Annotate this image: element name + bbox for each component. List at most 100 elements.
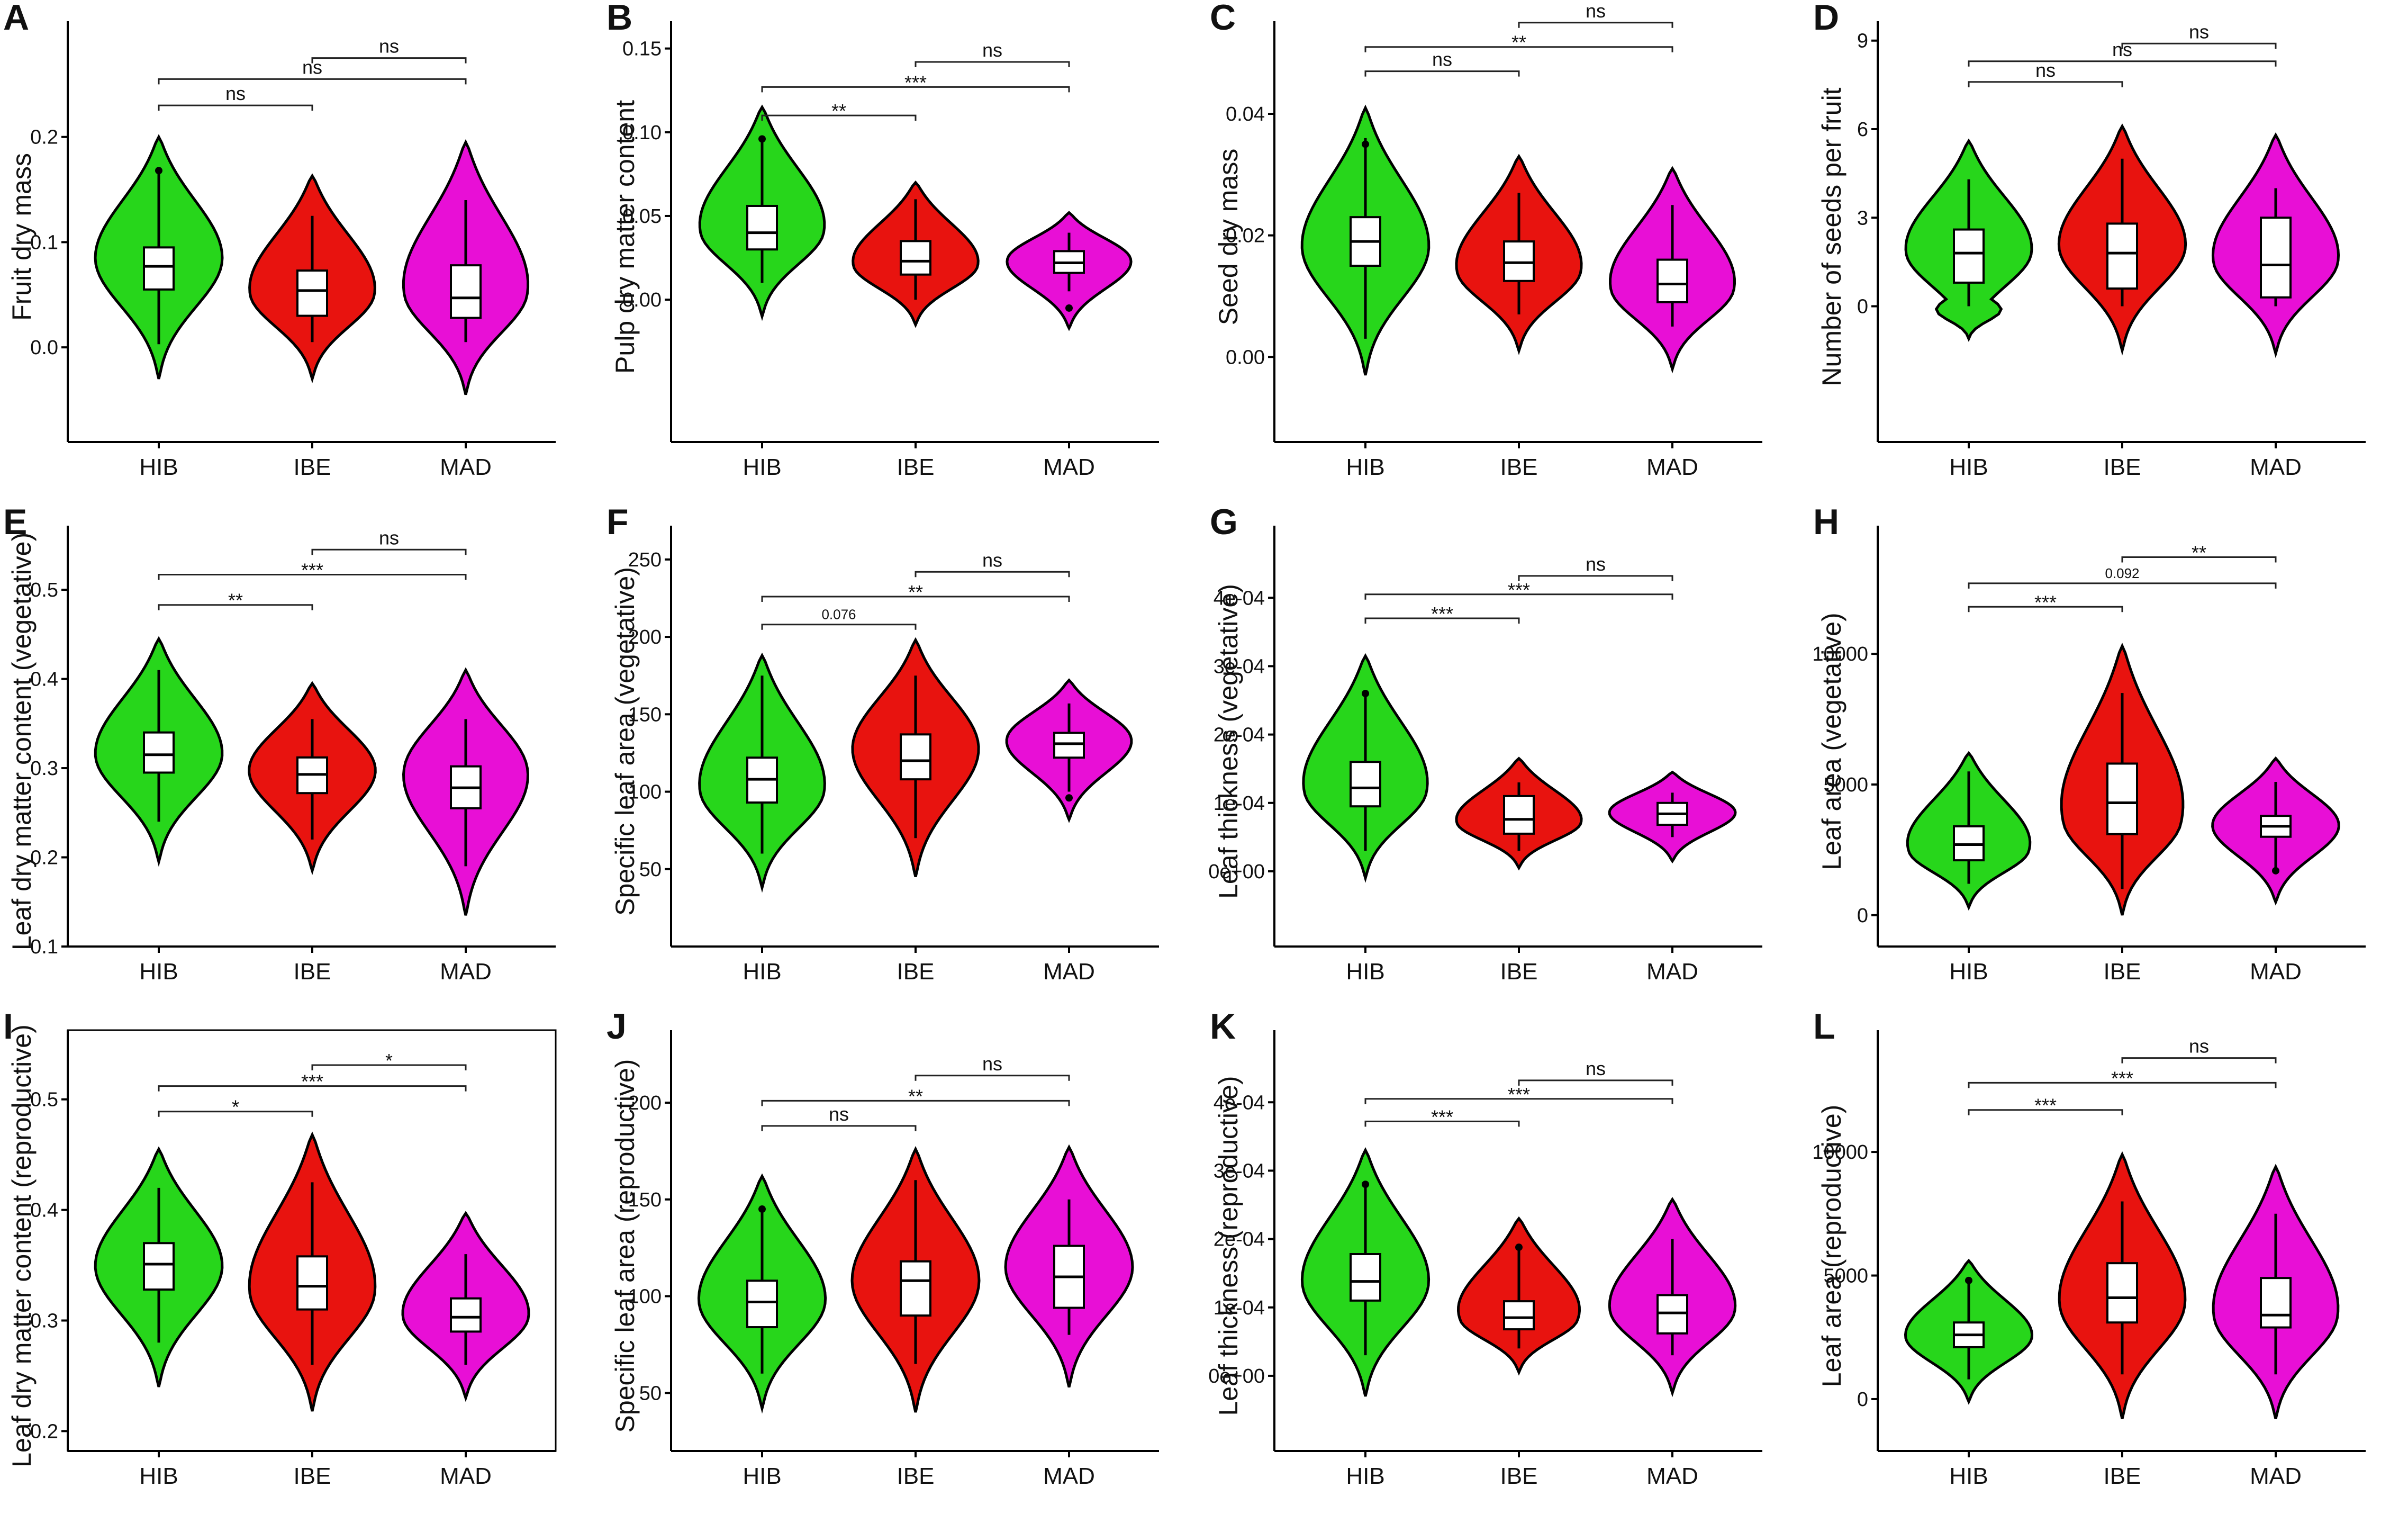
violin-MAD [1005,678,1133,823]
panel-letter: K [1210,1006,1236,1047]
bracket [1968,1082,2277,1088]
violin-IBE [2057,123,2187,356]
comparison-IBE-MAD: ns [2121,1035,2277,1064]
violin-MAD [402,139,530,395]
comparison-HIB-MAD: *** [1364,579,1673,601]
comparison-HIB-IBE: ns [158,83,313,111]
y-tick-label: 200 [628,1092,662,1114]
comparison-IBE-MAD: ns [915,39,1070,67]
outlier-point [1362,140,1369,148]
x-tick-label: IBE [294,454,331,480]
y-axis-label: Leaf area (vegetative) [1817,612,1846,870]
significance-label: *** [301,1071,323,1093]
x-tick-label: MAD [440,454,492,480]
y-tick-label: 0.5 [30,579,58,601]
bracket [1364,593,1673,600]
y-tick-label: 0.10 [622,122,662,144]
x-tick-label: MAD [1043,1463,1095,1489]
bracket [1518,22,1673,28]
box [143,1242,175,1291]
box [746,1279,778,1329]
y-tick-label: 0.04 [1226,103,1265,125]
box [1656,258,1688,303]
box [2106,1262,2138,1324]
y-axis-label: Specific leaf area (vegetative) [610,567,640,916]
x-tick-label: HIB [1346,1463,1384,1489]
y-axis-label: Leaf dry matter content (vegetative) [7,533,37,950]
significance-label: ns [2189,21,2209,42]
x-tick-label: IBE [2104,1463,2141,1489]
comparison-HIB-IBE: *** [1968,1095,2123,1116]
y-tick-label: 4e-04 [1214,1092,1265,1114]
violin-HIB [94,636,224,867]
violin-HIB [1300,1147,1431,1397]
violin-IBE [2058,1151,2187,1419]
box [746,204,778,251]
significance-label: ** [831,100,846,122]
significance-label: ns [1586,1058,1606,1079]
significance-label: *** [1508,579,1530,601]
comparison-HIB-IBE: ns [1968,59,2123,87]
panel-letter: J [606,1006,627,1047]
bracket [1518,1079,1673,1086]
significance-label: *** [2034,591,2057,613]
y-tick-label: 0.00 [1226,346,1265,368]
x-tick-label: HIB [743,454,781,480]
bracket [1364,617,1520,624]
panel-B: B 0.00 0.05 0.10 0.15 Pulp dry matter content… [606,0,1159,480]
significance-label: ns [1586,0,1606,22]
bracket [1518,575,1673,581]
panel-D: D 0 3 6 9 Number of seeds per fruit HIB IBE MAD n… [1813,0,2366,480]
bracket [761,624,917,630]
y-tick-label: 150 [628,704,662,726]
significance-label: ** [908,1085,923,1107]
comparison-HIB-MAD: 0.092 [1968,565,2277,589]
y-tick-label: 5000 [1823,774,1868,796]
box [900,1260,931,1317]
y-tick-label: 0e+00 [1208,861,1265,883]
bracket [158,78,467,85]
bracket [1364,1120,1520,1127]
comparison-HIB-MAD: *** [1968,1067,2277,1089]
violin-IBE [1456,1216,1581,1376]
bracket [158,1085,467,1092]
comparison-IBE-MAD: ** [2121,542,2277,563]
y-tick-label: 3e-04 [1214,655,1265,678]
comparison-HIB-MAD: ** [761,581,1070,603]
y-tick-label: 0.1 [30,231,58,254]
bracket [1364,1098,1673,1104]
bracket [1968,1109,2123,1115]
significance-label: *** [1431,603,1453,625]
comparison-IBE-MAD: ns [2121,21,2277,49]
panel-letter: H [1813,502,1839,542]
violin-HIB [1300,104,1431,376]
violin-IBE [248,1131,377,1412]
significance-label: *** [1431,1106,1453,1128]
y-tick-label: 0 [1857,1389,1868,1411]
comparison-IBE-MAD: * [311,1050,467,1071]
panel-letter: E [3,502,27,542]
x-tick-label: MAD [1646,454,1698,480]
violin-HIB [1906,751,2032,911]
box [1350,1253,1381,1302]
violin-MAD [2211,756,2340,906]
violin-MAD [1609,166,1736,374]
box [1656,1294,1688,1335]
bracket [761,1100,1070,1106]
y-axis-label: Seed dry mass [1214,149,1243,325]
panel-letter: L [1813,1006,1835,1047]
y-axis-label: Specific leaf area (reproductive) [610,1059,640,1433]
violin-HIB [94,1146,224,1387]
outlier-point [1965,1276,1972,1284]
x-tick-label: HIB [139,454,178,480]
y-tick-label: 3 [1857,207,1868,229]
significance-label: * [385,1050,393,1071]
comparison-IBE-MAD: ns [311,527,467,555]
violin-MAD [402,667,529,916]
x-tick-label: IBE [897,1463,935,1489]
panel-letter: G [1210,502,1238,542]
